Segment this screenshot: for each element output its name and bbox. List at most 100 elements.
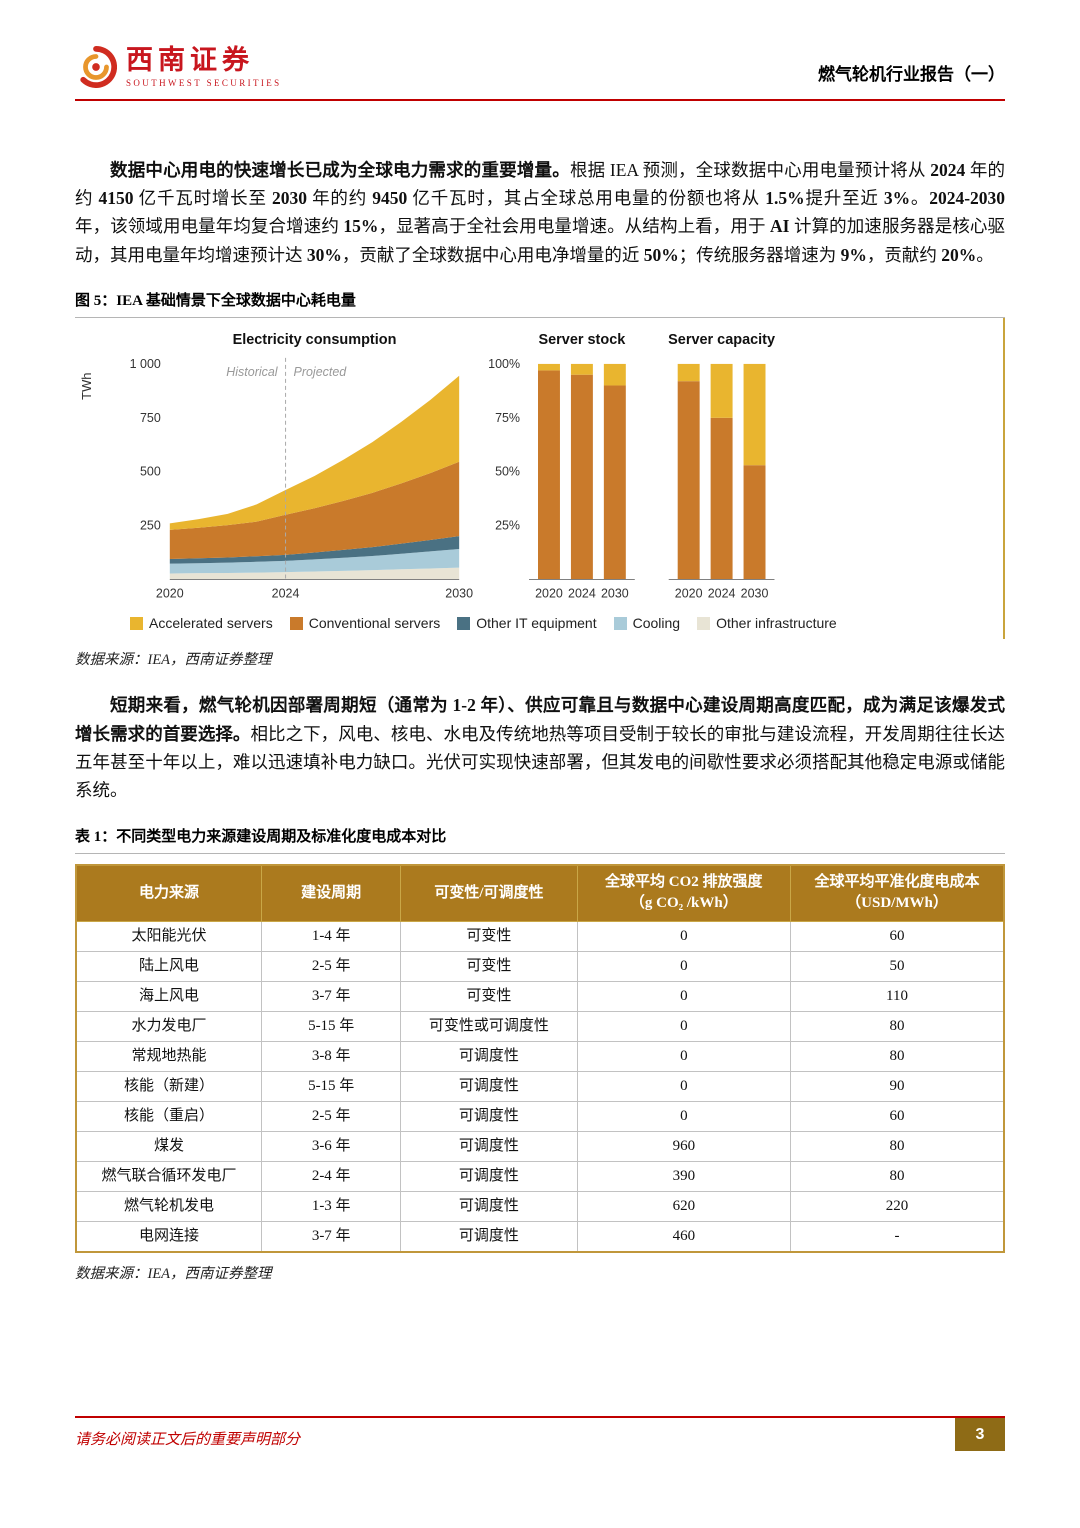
svg-text:2020: 2020 xyxy=(535,586,563,600)
brand-name-cn: 西南证券 xyxy=(126,45,254,75)
legend-item: Accelerated servers xyxy=(130,615,273,631)
table-cell: 460 xyxy=(576,1221,792,1253)
table-row: 燃气联合循环发电厂 2-4 年可调度性 390 80 xyxy=(75,1161,1005,1193)
table-cell: 可变性 xyxy=(400,981,578,1013)
chart-legend: Accelerated servers Conventional servers O… xyxy=(130,615,1003,631)
legend-swatch xyxy=(130,616,143,630)
svg-text:Server capacity: Server capacity xyxy=(668,332,775,348)
figure-source: 数据来源：IEA，西南证券整理 xyxy=(75,652,272,669)
table-row: 太阳能光伏 1-4 年可变性 0 60 xyxy=(75,921,1005,953)
column-header: 可变性/可调度性 xyxy=(400,864,578,923)
table-cell: 5-15 年 xyxy=(261,1011,402,1043)
table-cell: 可调度性 xyxy=(400,1221,578,1253)
table-cell: 80 xyxy=(790,1011,1005,1043)
table-cell: 110 xyxy=(790,981,1005,1013)
table-row: 燃气轮机发电 1-3 年可调度性 620 220 xyxy=(75,1191,1005,1223)
table-cell: 燃气轮机发电 xyxy=(75,1191,263,1223)
brand-name-en: SOUTHWEST SECURITIES xyxy=(126,77,282,88)
table-cell: 海上风电 xyxy=(75,981,263,1013)
table-source: 数据来源：IEA，西南证券整理 xyxy=(75,1266,272,1283)
figure5-chart: Historical Projected 250 500 750 1 000 2020 202… xyxy=(79,332,775,600)
table-cell: 2-5 年 xyxy=(261,1101,402,1133)
column-header: 电力来源 xyxy=(75,864,263,923)
table-row: 陆上风电 2-5 年可变性 0 50 xyxy=(75,951,1005,983)
table-cell: 可变性 xyxy=(400,951,578,983)
table-row: 海上风电 3-7 年可变性 0 110 xyxy=(75,981,1005,1013)
column-header: 全球平均平准化度电成本 （USD/MWh） xyxy=(790,864,1005,923)
table-cell: 1-4 年 xyxy=(261,921,402,953)
table-cell: 3-8 年 xyxy=(261,1041,402,1073)
figure-caption: 图 5：IEA 基础情景下全球数据中心耗电量 xyxy=(75,289,1005,318)
table-cell: 390 xyxy=(576,1161,792,1193)
paragraph-1: 数据中心用电的快速增长已成为全球电力需求的重要增量。根据 IEA 预测，全球数据… xyxy=(75,159,1006,265)
table-cell: 620 xyxy=(576,1191,792,1223)
legend-swatch xyxy=(697,616,711,630)
table-cell: 常规地热能 xyxy=(75,1041,263,1073)
table-cell: - xyxy=(790,1221,1005,1253)
table-row: 常规地热能 3-8 年可调度性 0 80 xyxy=(75,1041,1005,1073)
brand: 西南证券 SOUTHWEST SECURITIES xyxy=(75,45,282,89)
table-cell: 3-7 年 xyxy=(261,1221,402,1253)
svg-text:Historical: Historical xyxy=(226,365,278,379)
table-cell: 0 xyxy=(576,921,792,953)
table-cell: 可调度性 xyxy=(400,1131,578,1163)
table-cell: 可调度性 xyxy=(400,1161,578,1193)
table-cell: 80 xyxy=(790,1131,1005,1163)
svg-text:2030: 2030 xyxy=(601,586,629,600)
page-header: 西南证券 SOUTHWEST SECURITIES 燃气轮机行业报告（一） xyxy=(75,45,1005,99)
table-cell: 燃气联合循环发电厂 xyxy=(75,1161,263,1193)
legend-item: Other IT equipment xyxy=(457,615,597,632)
svg-text:2030: 2030 xyxy=(741,586,769,600)
header-rule xyxy=(75,98,1005,101)
table-row: 煤发 3-6 年可调度性 960 80 xyxy=(75,1131,1005,1163)
table-cell: 可变性 xyxy=(400,921,578,953)
table-cell: 5-15 年 xyxy=(261,1071,402,1103)
power-sources-table: 电力来源 建设周期 可变性/可调度性 全球平均 CO2 排放强度 （g CO₂ /kWh… xyxy=(75,863,1005,1254)
svg-text:100%: 100% xyxy=(488,357,520,371)
table-cell: 可变性或可调度性 xyxy=(400,1011,578,1043)
table-cell: 80 xyxy=(790,1161,1005,1193)
footer-rule xyxy=(75,1416,1005,1418)
table-row: 核能（新建） 5-15 年可调度性 0 90 xyxy=(75,1071,1005,1103)
table-cell: 陆上风电 xyxy=(75,951,263,983)
svg-text:1 000: 1 000 xyxy=(130,357,161,371)
table-cell: 1-3 年 xyxy=(261,1191,402,1223)
table-cell: 960 xyxy=(576,1131,792,1163)
table-cell: 0 xyxy=(576,951,792,983)
table-cell: 220 xyxy=(790,1191,1005,1223)
table-row: 核能（重启） 2-5 年可调度性 0 60 xyxy=(75,1101,1005,1133)
table-cell: 50 xyxy=(790,951,1005,983)
table-cell: 可调度性 xyxy=(400,1101,578,1133)
svg-text:2020: 2020 xyxy=(156,586,184,600)
svg-text:2024: 2024 xyxy=(568,586,596,600)
paragraph-2: 短期来看，燃气轮机因部署周期短（通常为 1-2 年）、供应可靠且与数据中心建设周… xyxy=(75,695,1006,801)
svg-text:Electricity consumption: Electricity consumption xyxy=(233,332,397,348)
table-cell: 可调度性 xyxy=(400,1041,578,1073)
svg-text:Projected: Projected xyxy=(294,365,348,379)
table-row: 水力发电厂 5-15 年可变性或可调度性 0 80 xyxy=(75,1011,1005,1043)
legend-label: Other IT equipment xyxy=(476,615,597,632)
svg-text:750: 750 xyxy=(140,411,161,425)
legend-swatch xyxy=(457,616,471,630)
table-cell: 电网连接 xyxy=(75,1221,263,1253)
legend-swatch xyxy=(613,616,627,630)
disclaimer-text: 请务必阅读正文后的重要声明部分 xyxy=(75,1432,301,1448)
legend-label: Conventional servers xyxy=(308,615,441,632)
table-cell: 太阳能光伏 xyxy=(75,921,263,953)
svg-text:2020: 2020 xyxy=(675,586,703,600)
table-cell: 90 xyxy=(790,1071,1005,1103)
table-cell: 0 xyxy=(576,981,792,1013)
brand-logo-icon xyxy=(80,46,117,89)
table-cell: 0 xyxy=(576,1011,792,1043)
svg-text:2030: 2030 xyxy=(445,586,473,600)
page-footer: 请务必阅读正文后的重要声明部分 3 xyxy=(75,1416,1005,1451)
svg-text:Server stock: Server stock xyxy=(539,332,627,348)
svg-text:50%: 50% xyxy=(495,465,520,479)
figure-5: Historical Projected 250 500 750 1 000 2020 202… xyxy=(75,317,1005,640)
table-cell: 2-4 年 xyxy=(261,1161,402,1193)
table-cell: 0 xyxy=(576,1071,792,1103)
svg-text:25%: 25% xyxy=(495,519,520,533)
svg-text:75%: 75% xyxy=(495,411,520,425)
report-title: 燃气轮机行业报告（一） xyxy=(818,64,1005,84)
